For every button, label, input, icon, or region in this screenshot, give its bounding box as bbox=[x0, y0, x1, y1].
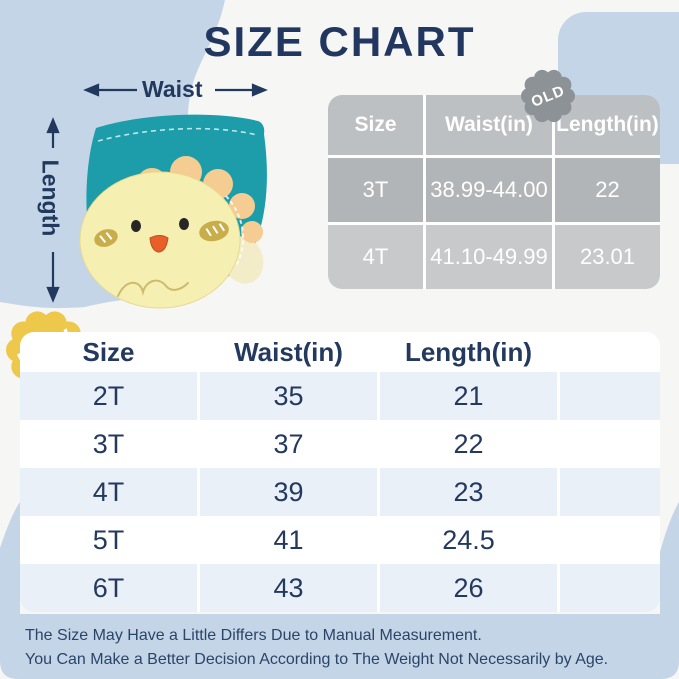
old-size-table: Size Waist(in) Length(in) 3T 38.99-44.00… bbox=[328, 95, 660, 289]
footer-line-2: You Can Make a Better Decision According… bbox=[25, 651, 609, 668]
footer-line-1: The Size May Have a Little Differs Due t… bbox=[25, 627, 482, 644]
old-table-cell: 23.01 bbox=[555, 225, 660, 289]
table-row: 3T 37 22 bbox=[20, 420, 660, 468]
waist-arrow-icon bbox=[83, 83, 268, 97]
new-table-cell: 2T bbox=[20, 372, 200, 420]
old-table-header-length: Length(in) bbox=[555, 95, 660, 155]
old-table-cell: 22 bbox=[555, 158, 660, 222]
table-row: 4T 39 23 bbox=[20, 468, 660, 516]
new-table-cell: 39 bbox=[200, 468, 380, 516]
old-table-header-waist: Waist(in) bbox=[426, 95, 552, 155]
waist-label: Waist bbox=[142, 76, 203, 102]
new-table-cell: 4T bbox=[20, 468, 200, 516]
new-table-cell: 35 bbox=[200, 372, 380, 420]
new-table-header-spacer bbox=[560, 332, 660, 372]
waistband-stitch bbox=[97, 127, 258, 142]
left-eye bbox=[131, 220, 141, 232]
new-table-header-size: Size bbox=[20, 332, 200, 372]
new-table-header-row: Size Waist(in) Length(in) bbox=[20, 332, 660, 372]
old-table-cell: 4T bbox=[328, 225, 423, 289]
new-table-cell: 37 bbox=[200, 420, 380, 468]
left-cheek bbox=[94, 229, 118, 247]
mouth bbox=[149, 235, 169, 253]
new-table-cell: 26 bbox=[380, 564, 560, 612]
new-table-cell: 22 bbox=[380, 420, 560, 468]
old-table-cell: 38.99-44.00 bbox=[426, 158, 552, 222]
belly-squiggle bbox=[117, 279, 189, 297]
new-table-cell: 3T bbox=[20, 420, 200, 468]
new-table-cell: 21 bbox=[380, 372, 560, 420]
new-table-cell: 23 bbox=[380, 468, 560, 516]
right-cheek bbox=[199, 220, 229, 242]
table-row: 5T 41 24.5 bbox=[20, 516, 660, 564]
new-table-cell: 43 bbox=[200, 564, 380, 612]
right-eye bbox=[179, 218, 189, 230]
new-table-cell-spacer bbox=[560, 420, 660, 468]
table-row: 6T 43 26 bbox=[20, 564, 660, 612]
new-table-header-waist: Waist(in) bbox=[200, 332, 380, 372]
new-table-cell-spacer bbox=[560, 564, 660, 612]
new-table-cell-spacer bbox=[560, 468, 660, 516]
bottom-right-wedge bbox=[660, 502, 679, 614]
old-table-header-size: Size bbox=[328, 95, 423, 155]
old-table-cell: 41.10-49.99 bbox=[426, 225, 552, 289]
new-table-cell-spacer bbox=[560, 516, 660, 564]
old-table-cell: 3T bbox=[328, 158, 423, 222]
length-label: Length bbox=[37, 159, 64, 237]
new-table-cell-spacer bbox=[560, 372, 660, 420]
product-illustration bbox=[46, 83, 268, 309]
new-table-cell: 24.5 bbox=[380, 516, 560, 564]
new-table-header-length: Length(in) bbox=[380, 332, 560, 372]
page-title: SIZE CHART bbox=[203, 18, 476, 65]
footer-band bbox=[0, 614, 679, 679]
bottom-left-wedge bbox=[0, 502, 20, 614]
face-edge-stitch bbox=[225, 195, 245, 267]
table-row: 2T 35 21 bbox=[20, 372, 660, 420]
new-table-cell: 41 bbox=[200, 516, 380, 564]
footer-disclaimer: The Size May Have a Little Differs Due t… bbox=[25, 624, 655, 672]
training-pants-illustration bbox=[79, 114, 267, 309]
new-size-table: Size Waist(in) Length(in) 2T 35 21 3T 37… bbox=[20, 332, 660, 612]
new-table-cell: 5T bbox=[20, 516, 200, 564]
length-arrow-icon bbox=[46, 117, 60, 303]
new-table-cell: 6T bbox=[20, 564, 200, 612]
